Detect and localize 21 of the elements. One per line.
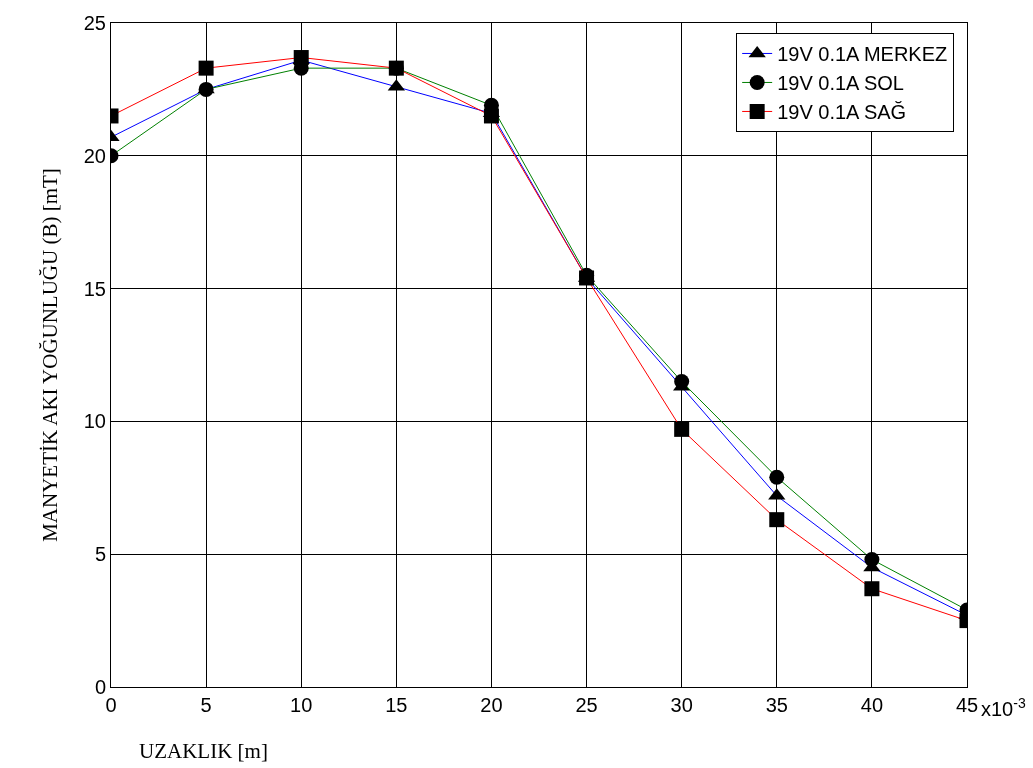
x-tick-label: 40 (860, 694, 884, 716)
y-tick-label: 5 (94, 543, 106, 566)
legend-label: 19V 0.1A SOL (777, 72, 904, 95)
legend-label: 19V 0.1A SAĞ (777, 101, 907, 124)
x-tick-label: 35 (765, 694, 788, 716)
y-tick-label: 25 (83, 12, 106, 34)
y-tick-label: 0 (94, 676, 106, 698)
legend-label: 19V 0.1A MERKEZ (777, 43, 948, 66)
y-tick-label: 10 (83, 410, 106, 433)
text: x10$^{-3}$ (981, 695, 1026, 721)
x-tick-label: 20 (480, 694, 503, 716)
y-axis-title: MANYETİK AKI YOĞUNLUĞU (B) [mT] (37, 168, 62, 542)
y-tick-label: 15 (83, 277, 106, 300)
x-tick-label: 10 (290, 694, 313, 716)
y-tick-label: 20 (83, 144, 106, 167)
x-tick-label: 25 (575, 694, 598, 716)
x-tick-label: 45 (955, 694, 979, 716)
x-tick-label: 30 (670, 694, 693, 716)
x-tick-label: 5 (200, 694, 212, 716)
x-axis-title: UZAKLIK [m] (139, 739, 268, 763)
x-tick-label: 15 (385, 694, 408, 716)
